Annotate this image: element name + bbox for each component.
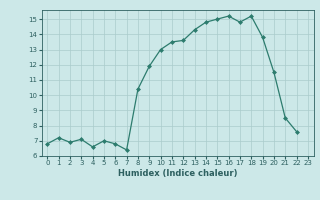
- X-axis label: Humidex (Indice chaleur): Humidex (Indice chaleur): [118, 169, 237, 178]
